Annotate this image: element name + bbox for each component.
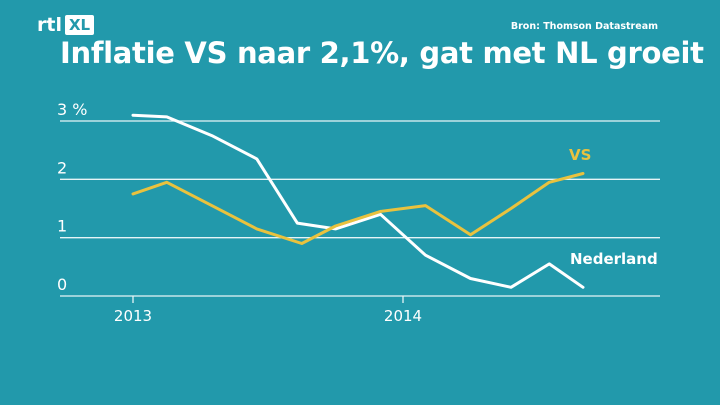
series-line-vs xyxy=(131,172,585,245)
chart-title: Inflatie VS naar 2,1%, gat met NL groeit xyxy=(60,36,704,70)
series-label-nederland: Nederland xyxy=(570,250,658,268)
logo-text: rtl xyxy=(37,14,62,36)
x-tick-label: 2013 xyxy=(114,307,152,325)
series-label-vs: VS xyxy=(569,146,591,164)
y-tick-label: 2 xyxy=(57,158,67,177)
logo-box: XL xyxy=(64,15,95,35)
rtl-xl-logo: rtl XL xyxy=(37,14,95,36)
series-line-nederland xyxy=(131,113,585,289)
x-tick-label: 2014 xyxy=(384,307,422,325)
y-tick-label: 0 xyxy=(57,275,67,294)
y-tick-label: 1 xyxy=(57,217,67,236)
y-tick-label: 3 % xyxy=(57,100,87,119)
source-label: Bron: Thomson Datastream xyxy=(510,21,658,32)
